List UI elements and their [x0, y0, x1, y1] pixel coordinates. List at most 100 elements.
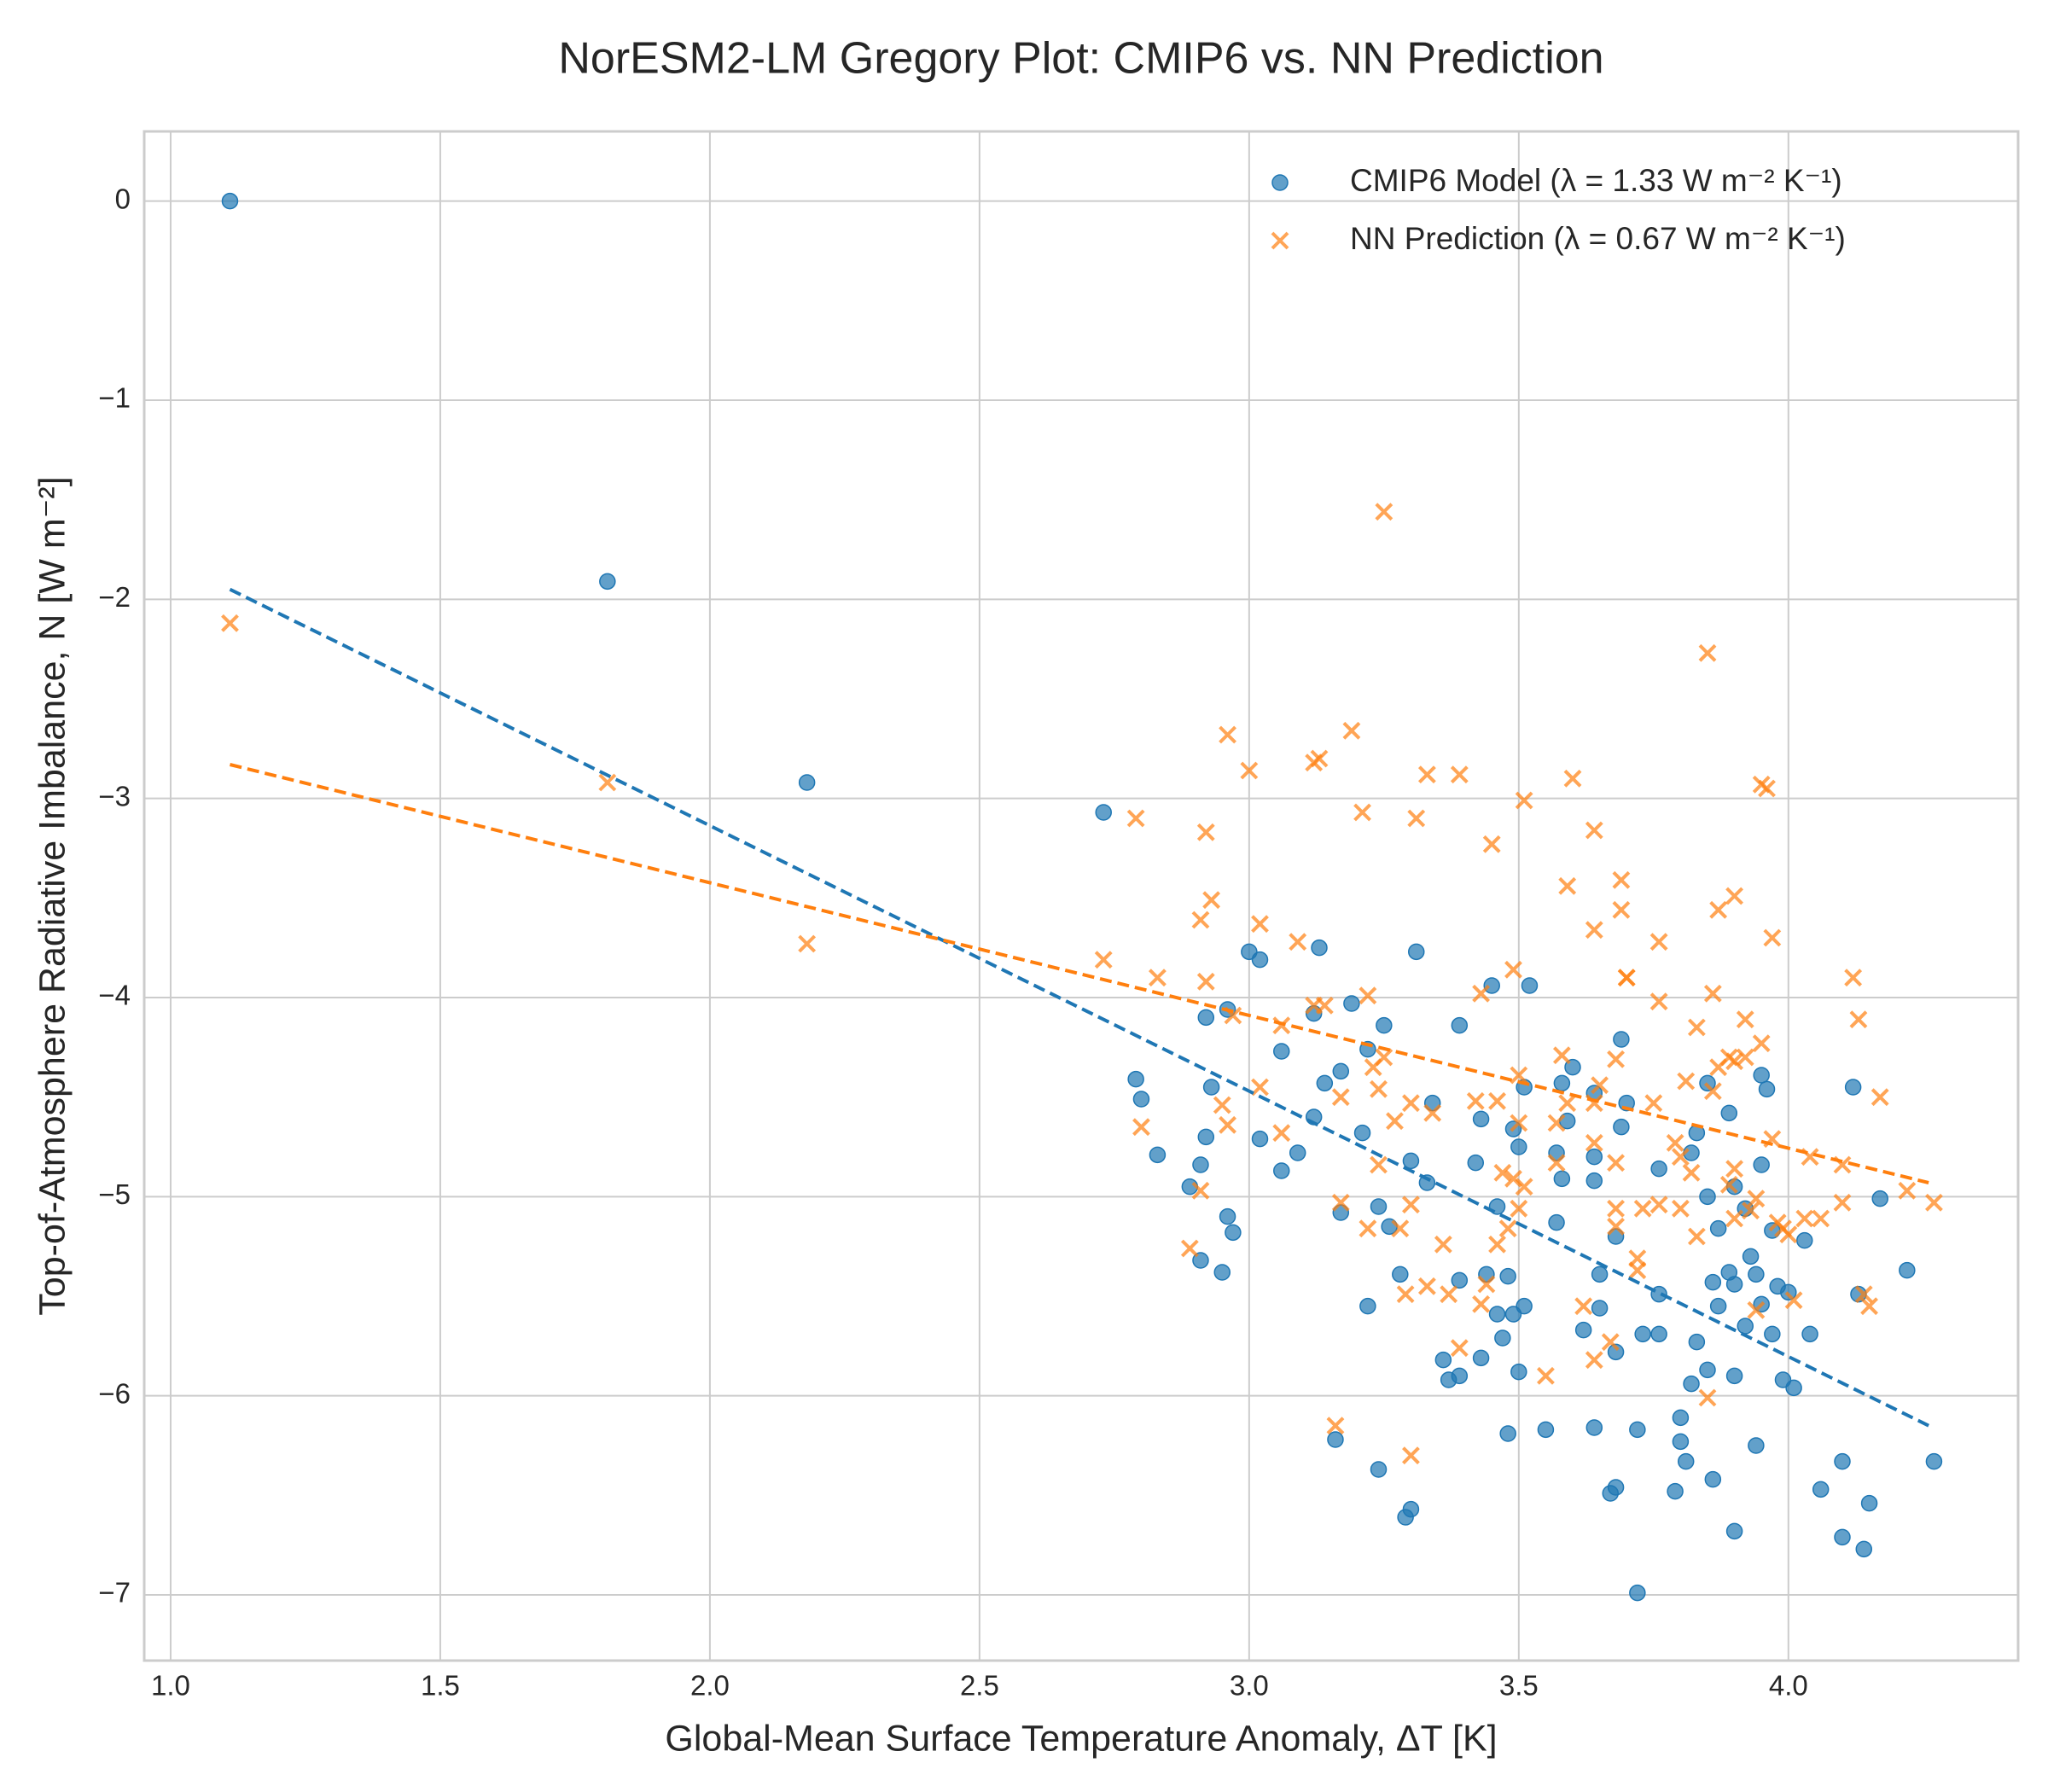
- x-marker: [1585, 1133, 1603, 1152]
- x-marker: [1844, 969, 1863, 987]
- x-marker: [1779, 1225, 1798, 1244]
- circle-marker: [1370, 1461, 1388, 1478]
- x-marker: [1391, 1219, 1410, 1238]
- x-marker: [1219, 1115, 1236, 1134]
- x-marker: [1854, 1285, 1873, 1304]
- circle-marker: [1327, 1431, 1344, 1448]
- circle-marker: [1748, 1437, 1765, 1454]
- x-marker: [1515, 1178, 1533, 1196]
- x-marker: [1585, 921, 1603, 940]
- circle-marker: [1537, 1421, 1555, 1439]
- circle-marker: [1683, 1375, 1700, 1393]
- x-marker: [1607, 1217, 1625, 1236]
- x-marker: [1537, 1366, 1555, 1385]
- x-axis-label: Global-Mean Surface Temperature Anomaly,…: [665, 1718, 1497, 1759]
- x-marker: [1677, 1072, 1696, 1091]
- x-marker: [1510, 1066, 1528, 1085]
- x-marker: [1180, 1239, 1199, 1258]
- y-tick-label: −4: [98, 980, 131, 1011]
- y-tick-label: −7: [98, 1577, 131, 1609]
- circle-marker: [1451, 1367, 1469, 1385]
- circle-marker: [1434, 1351, 1452, 1369]
- circle-marker: [1591, 1300, 1609, 1317]
- x-marker: [1752, 1034, 1771, 1053]
- x-marker: [1126, 809, 1145, 828]
- x-marker: [1703, 1082, 1722, 1101]
- x-marker: [1591, 1076, 1609, 1095]
- x-marker: [1196, 972, 1215, 991]
- circle-marker: [1629, 1421, 1646, 1439]
- x-marker: [1747, 1300, 1766, 1319]
- x-marker: [1585, 821, 1603, 840]
- circle-marker: [1392, 1265, 1409, 1283]
- circle-marker: [1844, 1079, 1862, 1096]
- plot-frame: [143, 130, 2020, 1662]
- circle-marker: [1585, 1172, 1603, 1190]
- circle-marker: [1585, 1148, 1603, 1166]
- x-marker: [1784, 1291, 1803, 1310]
- x-marker: [1644, 1094, 1663, 1113]
- circle-marker: [1402, 1152, 1420, 1170]
- circle-marker: [1725, 1367, 1743, 1385]
- circle-marker: [1742, 1248, 1760, 1265]
- x-marker: [1709, 900, 1728, 919]
- x-marker: [1370, 1155, 1388, 1174]
- x-marker: [1671, 1148, 1690, 1167]
- circle-marker: [1197, 1128, 1215, 1146]
- x-marker: [1682, 1163, 1701, 1182]
- circle-marker: [1510, 1363, 1527, 1381]
- x-marker: [1558, 876, 1577, 895]
- x-tick-label: 2.0: [690, 1670, 730, 1702]
- x-tick-label: 4.0: [1769, 1670, 1808, 1702]
- x-marker: [1477, 1275, 1496, 1294]
- circle-marker: [1613, 1118, 1630, 1136]
- circle-marker: [1780, 1283, 1797, 1301]
- x-marker: [1671, 1199, 1690, 1218]
- y-tick-label: −6: [98, 1377, 131, 1409]
- x-marker: [1628, 1249, 1647, 1268]
- circle-marker: [1197, 1009, 1215, 1027]
- legend-marker: [1271, 174, 1289, 191]
- circle-marker: [1677, 1452, 1695, 1470]
- x-marker: [1725, 1160, 1744, 1178]
- x-marker: [1563, 769, 1582, 788]
- circle-marker: [1650, 1160, 1667, 1178]
- circle-marker: [1483, 977, 1500, 994]
- x-tick-label: 3.5: [1499, 1670, 1539, 1702]
- x-marker: [1504, 1169, 1522, 1188]
- x-marker: [1375, 503, 1393, 521]
- x-marker: [1450, 1339, 1469, 1358]
- circle-marker: [1753, 1156, 1770, 1173]
- x-marker: [1649, 992, 1668, 1011]
- fit-line: [229, 587, 1929, 1428]
- circle-marker: [1699, 1188, 1716, 1206]
- circle-marker: [1273, 1162, 1290, 1179]
- circle-marker: [1585, 1419, 1603, 1436]
- x-marker: [1094, 951, 1113, 969]
- circle-marker: [1925, 1452, 1943, 1470]
- circle-marker: [1753, 1067, 1770, 1084]
- circle-marker: [1591, 1265, 1609, 1283]
- x-marker: [1649, 1196, 1668, 1214]
- x-marker: [1407, 809, 1426, 828]
- x-marker: [1725, 1209, 1744, 1228]
- x-marker: [1552, 1046, 1571, 1065]
- circle-marker: [1634, 1325, 1651, 1343]
- x-marker: [1612, 900, 1631, 919]
- circle-marker: [1202, 1079, 1220, 1096]
- circle-marker: [1132, 1091, 1150, 1108]
- series-points: [221, 192, 1943, 1602]
- circle-marker: [1607, 1343, 1625, 1361]
- x-marker: [1493, 1163, 1512, 1182]
- x-marker: [1272, 1016, 1291, 1035]
- x-marker: [1417, 1277, 1436, 1295]
- x-marker: [1331, 1088, 1350, 1107]
- x-marker: [1833, 1193, 1852, 1212]
- x-marker: [1132, 1118, 1150, 1137]
- x-marker: [1687, 1018, 1706, 1037]
- circle-marker: [1289, 1144, 1306, 1161]
- x-marker: [1191, 1181, 1210, 1200]
- circle-marker: [1402, 1500, 1420, 1518]
- circle-marker: [1521, 977, 1539, 994]
